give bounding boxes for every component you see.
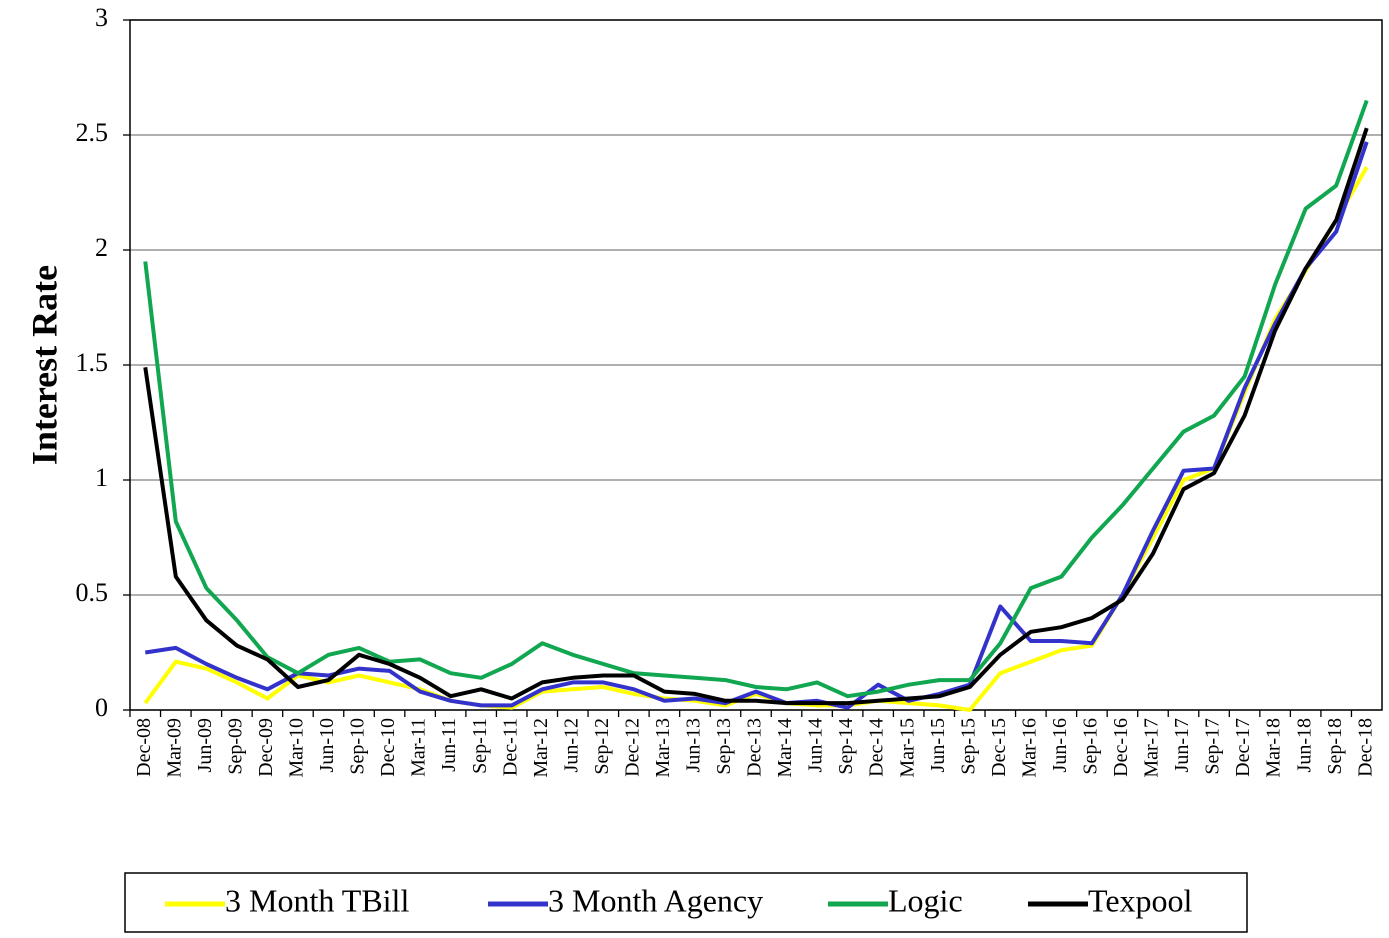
- x-tick-label: Sep-09: [224, 718, 246, 775]
- x-tick-label: Jun-12: [560, 718, 582, 772]
- x-tick-label: Dec-15: [988, 718, 1010, 777]
- series-line: [143, 127, 1369, 706]
- x-tick-label: Dec-13: [744, 718, 766, 777]
- y-tick-label: 1.5: [76, 348, 109, 377]
- x-tick-label: Jun-13: [683, 718, 705, 772]
- y-axis-label: Interest Rate: [24, 265, 64, 465]
- y-tick-label: 3: [95, 3, 108, 32]
- y-tick-label: 1: [95, 463, 108, 492]
- series-line: [143, 99, 1369, 699]
- x-tick-label: Jun-16: [1049, 718, 1071, 772]
- x-tick-label: Jun-15: [927, 718, 949, 772]
- x-tick-label: Dec-10: [377, 718, 399, 777]
- legend-label: 3 Month TBill: [225, 882, 409, 918]
- x-tick-label: Dec-17: [1232, 718, 1254, 777]
- x-tick-label: Mar-15: [896, 718, 918, 778]
- legend-label: 3 Month Agency: [548, 882, 763, 918]
- x-tick-label: Mar-12: [530, 718, 552, 778]
- x-tick-label: Mar-14: [774, 718, 796, 778]
- x-tick-label: Mar-11: [408, 718, 430, 777]
- x-tick-label: Sep-10: [347, 718, 369, 775]
- x-tick-label: Dec-16: [1110, 718, 1132, 777]
- y-tick-label: 0.5: [76, 578, 109, 607]
- x-tick-label: Dec-11: [499, 718, 521, 776]
- y-tick-label: 0: [95, 693, 108, 722]
- x-tick-label: Mar-16: [1018, 718, 1040, 778]
- legend-label: Texpool: [1088, 882, 1193, 918]
- x-tick-label: Sep-12: [591, 718, 613, 775]
- legend-label: Logic: [888, 882, 963, 918]
- x-tick-label: Mar-18: [1263, 718, 1285, 778]
- x-tick-label: Sep-13: [713, 718, 735, 775]
- series-line: [143, 166, 1369, 712]
- x-tick-label: Sep-18: [1324, 718, 1346, 775]
- y-tick-label: 2.5: [76, 118, 109, 147]
- y-tick-label: 2: [95, 233, 108, 262]
- x-tick-label: Jun-10: [316, 718, 338, 772]
- x-tick-label: Mar-10: [286, 718, 308, 778]
- x-tick-label: Sep-14: [835, 718, 857, 775]
- x-tick-label: Jun-14: [805, 718, 827, 772]
- x-tick-label: Dec-18: [1354, 718, 1376, 777]
- x-tick-label: Jun-18: [1293, 718, 1315, 772]
- x-tick-label: Jun-11: [438, 718, 460, 772]
- x-tick-label: Dec-14: [866, 718, 888, 777]
- x-tick-label: Sep-17: [1202, 718, 1224, 775]
- x-tick-label: Sep-15: [957, 718, 979, 775]
- x-tick-label: Sep-16: [1079, 718, 1101, 775]
- x-tick-label: Jun-09: [194, 718, 216, 772]
- x-tick-label: Dec-09: [255, 718, 277, 777]
- x-tick-label: Dec-08: [133, 718, 155, 777]
- x-tick-label: Dec-12: [621, 718, 643, 777]
- series-line: [144, 141, 1369, 710]
- x-tick-label: Jun-17: [1171, 718, 1193, 772]
- x-tick-label: Mar-17: [1141, 718, 1163, 778]
- x-tick-label: Mar-13: [652, 718, 674, 778]
- x-tick-label: Mar-09: [163, 718, 185, 778]
- x-tick-label: Sep-11: [469, 718, 491, 774]
- plot-border: [129, 19, 1383, 711]
